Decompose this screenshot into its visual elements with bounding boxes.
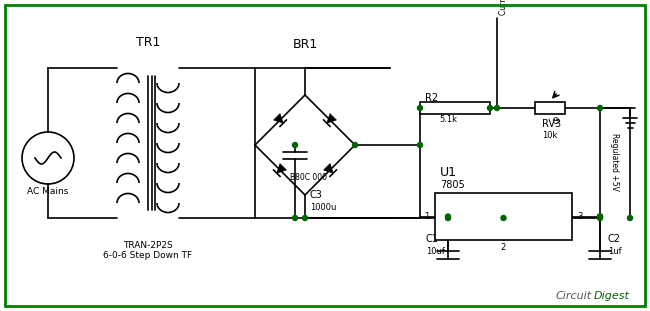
Circle shape: [445, 216, 450, 220]
Circle shape: [597, 214, 603, 219]
Text: 7805: 7805: [440, 180, 465, 190]
Circle shape: [597, 105, 603, 110]
Text: 1uf: 1uf: [608, 247, 621, 256]
Circle shape: [627, 216, 632, 220]
Text: 1000u: 1000u: [310, 202, 337, 211]
Text: AC Mains: AC Mains: [27, 188, 69, 197]
Circle shape: [597, 216, 603, 220]
Circle shape: [292, 142, 298, 147]
Text: 10uf: 10uf: [426, 247, 445, 256]
Text: R2: R2: [425, 93, 438, 103]
Text: Current Voltage: Current Voltage: [499, 0, 508, 15]
Text: B80C 000: B80C 000: [290, 174, 327, 183]
Polygon shape: [274, 114, 283, 123]
Text: Regulated +5V: Regulated +5V: [610, 133, 619, 191]
Text: 2: 2: [501, 244, 506, 253]
Text: 10k: 10k: [542, 132, 558, 141]
Text: VO: VO: [547, 211, 561, 221]
Text: BR1: BR1: [292, 39, 318, 52]
Circle shape: [292, 216, 298, 220]
Text: GND: GND: [499, 213, 508, 236]
Text: Circuit: Circuit: [556, 291, 592, 301]
Text: Digest: Digest: [594, 291, 630, 301]
Text: 5.1k: 5.1k: [439, 115, 457, 124]
Circle shape: [495, 105, 499, 110]
Text: ⊖: ⊖: [551, 116, 559, 126]
Text: VI: VI: [448, 211, 458, 221]
Bar: [535, 102, 565, 114]
Circle shape: [488, 105, 493, 110]
Text: C1: C1: [426, 234, 439, 244]
Polygon shape: [327, 114, 336, 123]
Text: TRAN-2P2S: TRAN-2P2S: [123, 240, 173, 249]
Text: 6-0-6 Step Down TF: 6-0-6 Step Down TF: [103, 252, 192, 261]
Text: C2: C2: [608, 234, 621, 244]
Text: 1: 1: [424, 212, 430, 221]
Circle shape: [352, 142, 358, 147]
Text: 3: 3: [577, 212, 582, 221]
Bar: [420, 102, 490, 114]
Text: C3: C3: [310, 190, 323, 200]
Bar: [435, 193, 572, 240]
Text: TR1: TR1: [136, 35, 160, 49]
Circle shape: [597, 214, 603, 219]
Polygon shape: [324, 164, 333, 173]
Polygon shape: [277, 164, 287, 173]
Text: RV3: RV3: [542, 119, 561, 129]
Text: U1: U1: [440, 166, 457, 179]
Circle shape: [445, 214, 450, 219]
Circle shape: [417, 105, 422, 110]
Circle shape: [417, 142, 422, 147]
Circle shape: [302, 216, 307, 220]
Circle shape: [501, 216, 506, 220]
